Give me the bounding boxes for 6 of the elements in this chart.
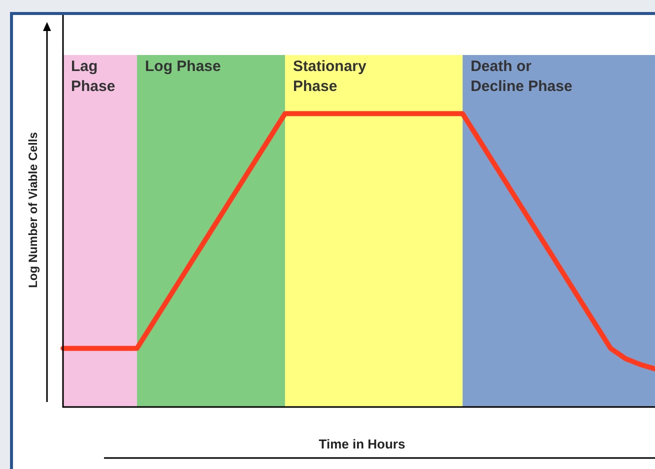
text: Lag Phase: [71, 58, 116, 95]
x-axis-title: Time in Hours: [318, 436, 406, 452]
text: Stationary Phase: [293, 58, 368, 95]
text: Log Phase: [145, 58, 221, 75]
y-axis-title: Log Number of Viable Cells: [26, 132, 40, 288]
text: Death or Decline Phase: [470, 58, 572, 95]
